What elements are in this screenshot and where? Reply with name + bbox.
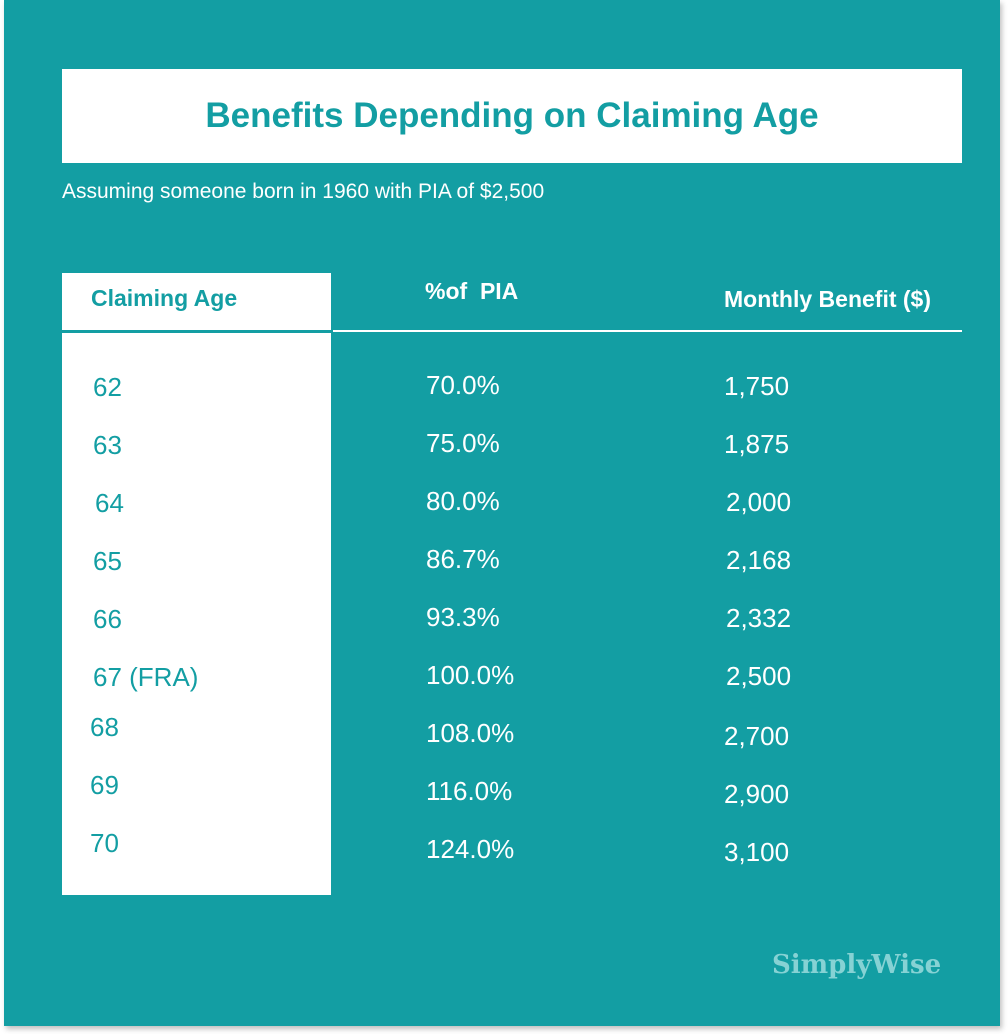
- cell-pct-pia: 93.3%: [426, 602, 500, 632]
- cell-claiming-age: 62: [93, 372, 122, 402]
- cell-claiming-age: 63: [93, 430, 122, 460]
- page-title: Benefits Depending on Claiming Age: [205, 96, 819, 135]
- column-header-pct-pia: %of PIA: [425, 278, 519, 304]
- cell-pct-pia: 86.7%: [426, 544, 500, 574]
- cell-monthly-benefit: 1,750: [724, 371, 790, 401]
- cell-claiming-age: 67 (FRA): [93, 662, 199, 692]
- cell-pct-pia: 116.0%: [426, 776, 513, 806]
- cell-pct-pia: 124.0%: [426, 834, 515, 864]
- cell-pct-pia: 75.0%: [426, 428, 500, 458]
- claiming-age-header-panel: [62, 273, 331, 330]
- cell-monthly-benefit: 2,000: [726, 487, 792, 517]
- cell-monthly-benefit: 2,332: [726, 603, 792, 633]
- cell-claiming-age: 66: [93, 604, 122, 634]
- title-box: Benefits Depending on Claiming Age: [62, 69, 962, 163]
- column-header-claiming-age: Claiming Age: [91, 285, 238, 311]
- cell-monthly-benefit: 1,875: [724, 429, 790, 459]
- cell-claiming-age: 64: [95, 488, 124, 518]
- cell-monthly-benefit: 2,900: [724, 779, 790, 809]
- header-divider: [333, 330, 962, 332]
- column-header-monthly-benefit: Monthly Benefit ($): [724, 286, 931, 312]
- cell-monthly-benefit: 2,700: [724, 721, 790, 751]
- cell-claiming-age: 69: [90, 770, 119, 800]
- subtitle: Assuming someone born in 1960 with PIA o…: [62, 180, 545, 203]
- claiming-age-column-panel: [62, 333, 331, 895]
- cell-claiming-age: 65: [93, 546, 122, 576]
- cell-pct-pia: 80.0%: [426, 486, 500, 516]
- cell-monthly-benefit: 3,100: [724, 837, 790, 867]
- cell-pct-pia: 108.0%: [426, 718, 515, 748]
- cell-claiming-age: 70: [90, 828, 119, 858]
- simplywise-logo: SimplyWise: [772, 950, 942, 980]
- cell-pct-pia: 100.0%: [426, 660, 515, 690]
- cell-pct-pia: 70.0%: [426, 370, 500, 400]
- cell-monthly-benefit: 2,168: [726, 545, 792, 575]
- cell-monthly-benefit: 2,500: [726, 661, 792, 691]
- cell-claiming-age: 68: [90, 712, 119, 742]
